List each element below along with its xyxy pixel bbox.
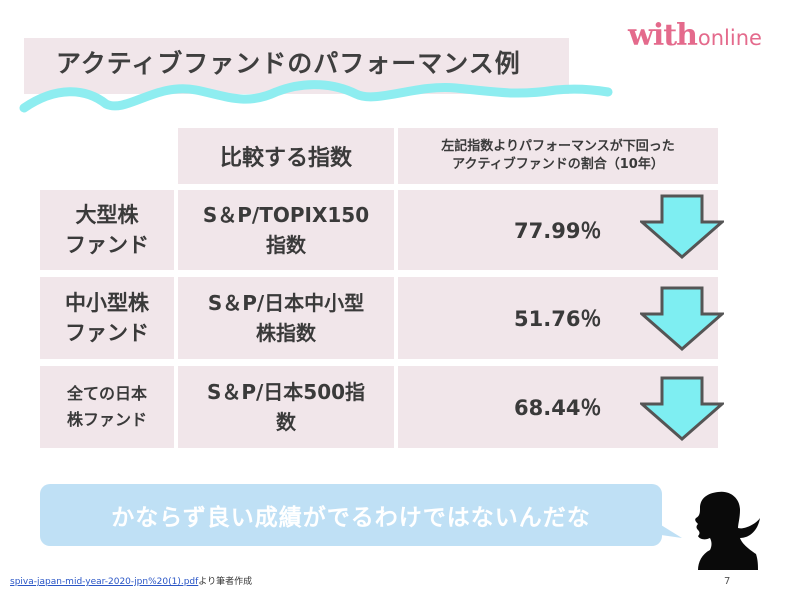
down-arrow-icon xyxy=(640,286,724,351)
comment-bubble: かならず良い成績がでるわけではないんだな xyxy=(40,484,662,546)
bubble-tail xyxy=(640,512,682,538)
row-1-fund: 大型株 ファンド xyxy=(40,190,174,270)
row-3-fund: 全ての日本 株ファンド xyxy=(40,366,174,448)
page-title: アクティブファンドのパフォーマンス例 xyxy=(56,49,521,78)
page-number: 7 xyxy=(724,576,731,587)
woman-silhouette-icon xyxy=(695,491,760,570)
source-note: spiva-japan-mid-year-2020-jpn%20(1).pdfよ… xyxy=(10,574,252,587)
row-2-index: S＆P/日本中小型 株指数 xyxy=(178,277,394,359)
down-arrow-icon xyxy=(640,376,724,441)
row-3-index: S＆P/日本500指 数 xyxy=(178,366,394,448)
down-arrow-icon xyxy=(640,194,724,259)
logo-online: online xyxy=(697,26,762,50)
header-index: 比較する指数 xyxy=(178,128,394,184)
source-link[interactable]: spiva-japan-mid-year-2020-jpn%20(1).pdf xyxy=(10,577,199,587)
comment-text: かならず良い成績がでるわけではないんだな xyxy=(111,505,591,531)
row-2-fund: 中小型株 ファンド xyxy=(40,277,174,359)
source-suffix: より筆者作成 xyxy=(198,577,253,587)
logo-with: with xyxy=(628,18,698,53)
header-ratio: 左記指数よりパフォーマンスが下回った アクティブファンドの割合（10年） xyxy=(398,128,718,184)
row-1-index: S＆P/TOPIX150 指数 xyxy=(178,190,394,270)
squiggle-underline xyxy=(19,80,613,113)
with-online-logo: withonline xyxy=(628,18,762,53)
